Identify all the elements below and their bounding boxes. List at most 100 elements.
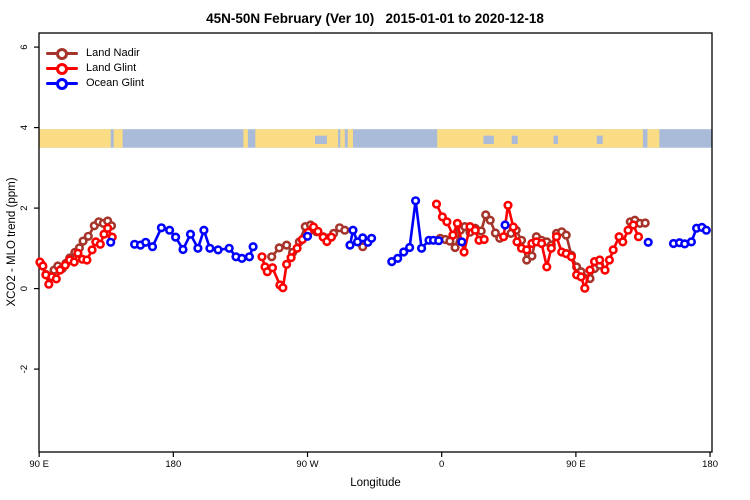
series-land-nadir-point (282, 240, 292, 250)
series-land-glint-point (44, 279, 54, 289)
x-axis-title: Longitude (350, 477, 401, 489)
series-land-glint-point (508, 222, 518, 232)
series-land-glint-point (73, 248, 83, 258)
series-ocean-glint-point (434, 236, 444, 246)
land-nadir-marker-icon (46, 47, 78, 61)
series-land-glint-point (566, 252, 577, 262)
series-land-glint-point (51, 274, 61, 284)
series-ocean-glint-point (199, 225, 209, 235)
series-land-glint-point (595, 255, 605, 265)
map-strip-lake (314, 135, 327, 145)
series-land-glint-point (38, 261, 48, 271)
y-axis-title: XCO2 - MLO trend (ppm) (6, 177, 18, 307)
series-land-glint-point (282, 259, 292, 270)
legend-label: Land Nadir (86, 47, 140, 59)
series-land-glint-point (604, 255, 615, 265)
map-strip-land (243, 129, 248, 148)
series-land-glint-point (326, 232, 337, 242)
series-ocean-glint-point (185, 229, 196, 239)
map-strip-land (647, 129, 660, 148)
series-land-glint-point (292, 243, 302, 253)
map-strip-land (347, 129, 353, 148)
x-tick-label: 90 E (29, 459, 49, 470)
series-ocean-glint-point (643, 237, 653, 247)
series-ocean-glint-point (457, 237, 467, 247)
series-land-glint-point (628, 220, 638, 230)
legend-label: Land Glint (86, 62, 137, 74)
series-ocean-glint-point (193, 243, 203, 253)
series-land-glint-point (580, 283, 590, 293)
series-land-glint-point (459, 247, 469, 257)
series-land-nadir-point (274, 243, 284, 253)
series-land-glint-point (499, 232, 509, 242)
plot-box (38, 32, 713, 453)
x-tick-label: 90 W (296, 459, 318, 470)
series-land-glint-point (82, 255, 92, 265)
series-ocean-glint-point (244, 252, 254, 262)
series-ocean-glint-point (165, 225, 175, 235)
map-strip-land (437, 129, 643, 148)
series-land-nadir-point (481, 210, 491, 220)
map-strip-land (113, 129, 123, 148)
series-land-nadir-point (267, 252, 277, 262)
y-tick-label: -2 (19, 365, 30, 373)
series-land-glint-point (267, 263, 278, 273)
series-land-glint-point (286, 253, 296, 263)
ocean-glint-marker-icon (46, 77, 78, 91)
series-land-glint-point (546, 243, 556, 253)
series-ocean-glint-point (248, 242, 258, 252)
series-ocean-glint-point (345, 240, 355, 250)
series-ocean-glint-point (106, 237, 116, 247)
y-tick-label: 0 (19, 286, 30, 291)
series-ocean-glint-point (367, 233, 377, 243)
series-ocean-glint-point (686, 237, 697, 247)
series-ocean-glint-point (205, 243, 215, 253)
legend-item-land-nadir: Land Nadir (46, 46, 144, 61)
chart-title: 45N-50N February (Ver 10) 2015-01-01 to … (206, 11, 544, 26)
series-land-glint-point (278, 283, 288, 293)
series-land-glint-point (442, 217, 452, 227)
series-ocean-glint-point (141, 237, 151, 247)
series-ocean-glint-point (393, 253, 403, 263)
series-ocean-glint-point (224, 243, 234, 253)
series-ocean-glint-point (405, 242, 415, 253)
legend-item-land-glint: Land Glint (46, 61, 144, 76)
series-ocean-glint-line (390, 199, 441, 263)
series-land-nadir-point (527, 251, 537, 261)
series-land-glint-point (551, 232, 562, 242)
series-land-glint-point (55, 265, 65, 275)
x-tick-label: 90 E (566, 459, 586, 470)
series-land-glint-point (479, 234, 489, 245)
series-land-glint-point (576, 272, 586, 282)
map-strip-lake (596, 135, 603, 145)
x-tick-label: 180 (702, 459, 718, 470)
x-tick-label: 0 (439, 459, 444, 470)
series-ocean-glint-point (302, 231, 313, 241)
series-ocean-glint-point (156, 223, 166, 233)
map-strip-lake (483, 135, 494, 145)
series-land-glint-point (103, 223, 113, 233)
series-land-nadir-point (450, 242, 460, 253)
series-ocean-glint-point (701, 225, 711, 235)
series-ocean-glint-point (237, 253, 247, 263)
series-land-glint-point (600, 265, 610, 275)
series-ocean-glint-point (399, 247, 409, 257)
series-land-glint-point (536, 238, 547, 249)
series-land-glint-point (618, 237, 628, 247)
legend: Land Nadir Land Glint Ocean Glint (46, 46, 144, 91)
series-land-nadir-point (340, 225, 350, 235)
series-land-glint-point (542, 262, 552, 272)
series-land-glint-point (448, 230, 458, 240)
land-glint-marker-icon (46, 62, 78, 76)
y-tick-label: 6 (19, 44, 30, 49)
series-ocean-glint-point (147, 242, 158, 252)
series-ocean-glint-point (213, 245, 223, 255)
map-strip-land (340, 129, 345, 148)
series-land-glint-point (313, 226, 323, 236)
series-land-glint-point (452, 218, 463, 228)
series-ocean-glint-point (178, 244, 188, 255)
series-land-glint-point (69, 257, 79, 267)
series-land-glint-point (522, 245, 532, 255)
